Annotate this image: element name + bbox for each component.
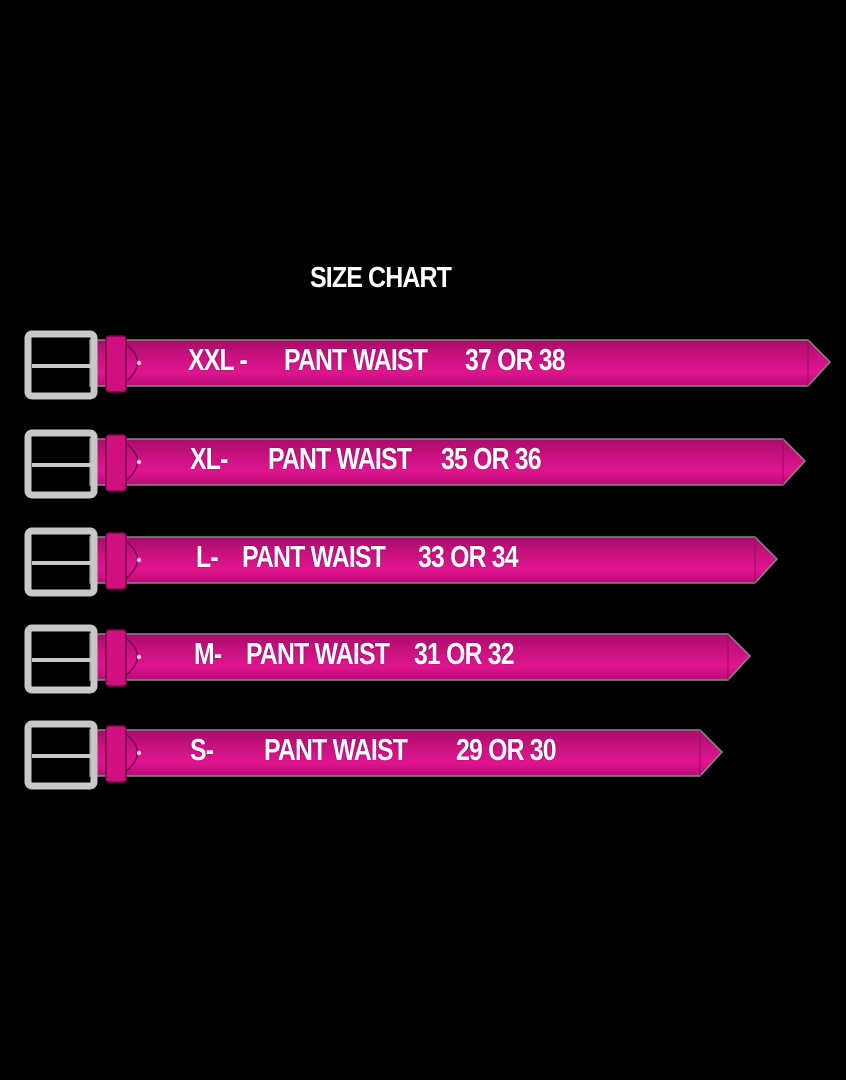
- belt-strap: [89, 339, 832, 387]
- belt-strap: [89, 536, 779, 584]
- belt-loop: [105, 434, 127, 492]
- belt-strap: [89, 438, 807, 486]
- belt-hole: [136, 459, 142, 465]
- belt-graphic: [24, 527, 779, 597]
- chart-title: SIZE CHART: [310, 262, 452, 294]
- belt-graphic: [24, 720, 724, 790]
- size-label: M-: [194, 636, 222, 671]
- waist-value: 33 OR 34: [418, 539, 519, 574]
- belt-strap: [89, 729, 724, 777]
- pant-waist-label: PANT WAIST: [284, 342, 428, 377]
- size-label: XXL -: [188, 342, 248, 377]
- pant-waist-label: PANT WAIST: [242, 539, 386, 574]
- belt-loop: [105, 725, 127, 783]
- waist-value: 29 OR 30: [456, 732, 557, 767]
- belt-m: M- PANT WAIST 31 OR 32: [0, 616, 846, 696]
- buckle-icon: [24, 429, 98, 499]
- waist-value: 35 OR 36: [441, 441, 542, 476]
- pant-waist-label: PANT WAIST: [268, 441, 412, 476]
- pant-waist-label: PANT WAIST: [246, 636, 390, 671]
- size-label: XL-: [190, 441, 228, 476]
- belt-xxl: XXL - PANT WAIST 37 OR 38: [0, 322, 846, 402]
- belt-xl: XL- PANT WAIST 35 OR 36: [0, 421, 846, 501]
- belt-s: S- PANT WAIST 29 OR 30: [0, 712, 846, 792]
- belt-hole: [136, 750, 142, 756]
- belt-loop: [105, 532, 127, 590]
- belt-strap: [89, 633, 752, 681]
- belt-loop: [105, 629, 127, 687]
- size-label: L-: [196, 539, 219, 574]
- belt-graphic: [24, 330, 832, 400]
- belt-loop: [105, 335, 127, 393]
- waist-value: 31 OR 32: [414, 636, 515, 671]
- belt-hole: [136, 557, 142, 563]
- buckle-icon: [24, 330, 98, 400]
- buckle-icon: [24, 624, 98, 694]
- belt-hole: [136, 654, 142, 660]
- belt-graphic: [24, 429, 807, 499]
- buckle-icon: [24, 720, 98, 790]
- belt-hole: [136, 360, 142, 366]
- pant-waist-label: PANT WAIST: [264, 732, 408, 767]
- size-label: S-: [190, 732, 214, 767]
- buckle-icon: [24, 527, 98, 597]
- waist-value: 37 OR 38: [465, 342, 566, 377]
- belt-l: L- PANT WAIST 33 OR 34: [0, 519, 846, 599]
- belt-graphic: [24, 624, 752, 694]
